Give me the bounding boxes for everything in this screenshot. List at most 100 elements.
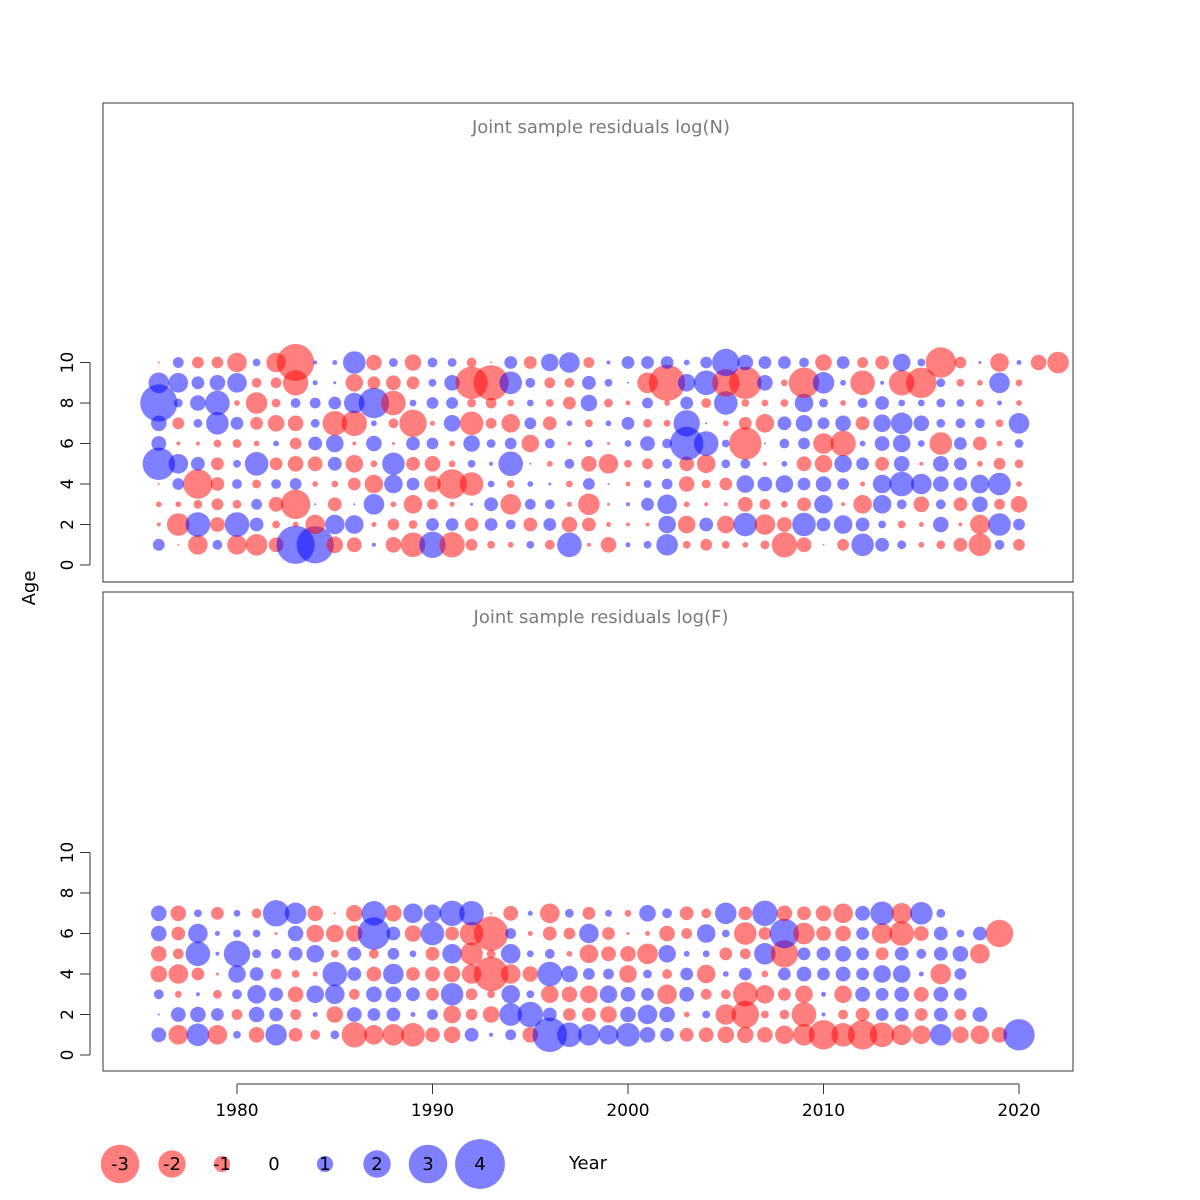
bubble-f-age1-2017 [952,1026,969,1044]
bubble-n-age4-1982 [271,479,281,489]
bubble-f-age5-2009 [797,947,811,961]
bubble-n-age2-1986 [345,515,364,534]
bubble-n-age3-1979 [211,498,224,511]
bubble-n-age2-2011 [833,515,853,534]
panel-log-f-y-axis: 0 2 4 6 8 10 [58,842,91,1060]
bubble-n-age6-2013 [874,436,890,451]
bubble-n-age4-1988 [384,474,403,494]
bubble-n-age4-1979 [210,477,225,491]
bubble-f-age5-1987 [369,948,379,959]
bubble-n-age10-1986 [343,351,366,374]
bubble-f-age6-2009 [793,922,815,945]
bubble-n-age6-2001 [640,436,655,451]
bubble-f-age1-1991 [443,1026,461,1044]
bubble-f-age1-2015 [912,1025,931,1045]
bubble-f-age2-2003 [683,1011,690,1018]
bubble-n-age1-2002 [656,534,678,556]
bubble-n-age3-1998 [578,493,600,516]
bubble-n-age9-1990 [428,378,437,387]
bubble-n-age6-1998 [585,439,593,448]
bubble-f-age4-2016 [930,963,952,985]
bubble-f-age5-1998 [579,944,599,964]
bubble-n-age9-2016 [936,378,946,388]
bubble-n-age7-1991 [443,415,461,432]
bubble-n-age7-1997 [566,420,573,427]
bubble-n-age2-1992 [464,517,479,532]
bubble-n-age7-1987 [371,420,377,427]
bubble-f-age3-1990 [426,987,439,1001]
bubble-n-age10-1978 [192,356,204,369]
bubble-n-age10-1984 [313,360,318,365]
bubble-f-age2-2017 [954,1008,967,1021]
bubble-n-age8-2018 [976,399,984,407]
bubble-n-age10-2022 [1047,351,1069,374]
bubble-f-age1-2012 [847,1020,878,1050]
bubble-n-age4-1989 [406,477,420,491]
panel-log-f-title: Joint sample residuals log(F) [473,607,729,628]
bubble-n-age8-1981 [245,392,268,414]
bubble-n-age5-1984 [307,456,323,472]
bubble-n-age2-1995 [523,517,538,532]
bubble-n-age4-2017 [953,477,968,491]
bubble-n-age1-2019 [994,539,1005,550]
bubble-f-age4-2008 [778,967,791,981]
bubble-n-age5-1978 [191,456,205,471]
bubble-f-age2-2012 [855,1007,870,1022]
bubble-n-age10-2018 [978,361,982,364]
bubble-n-age6-2014 [892,434,911,453]
bubble-n-age5-2014 [893,456,910,472]
bubble-n-age6-1979 [213,439,222,448]
bubble-n-age10-2001 [641,356,654,369]
bubble-f-age1-1982 [265,1024,287,1046]
bubble-f-age2-1987 [367,1008,381,1021]
bubble-f-age1-2009 [793,1024,815,1046]
bubble-n-age2-1985 [325,514,345,535]
bubble-f-age3-2014 [894,986,910,1002]
y-tick-label-n-6: 6 [58,438,78,449]
bubble-n-age7-1995 [524,417,537,430]
bubble-f-age7-1985 [333,912,336,915]
bubble-f-age4-2009 [796,966,812,982]
bubble-f-age4-2013 [873,965,891,983]
bubble-f-age5-2014 [894,946,909,961]
bubble-n-age2-2002 [658,515,676,534]
bubble-f-age1-2003 [679,1027,694,1042]
bubble-f-age7-2004 [701,908,712,919]
bubble-f-age2-1998 [582,1007,596,1022]
bubble-n-age1-1980 [227,535,247,555]
bubble-n-age6-1977 [176,441,181,446]
bubble-f-age5-1994 [500,944,521,964]
y-tick-label-f-8: 8 [58,888,78,899]
bubble-f-age7-1995 [527,910,533,916]
bubble-n-age9-2000 [627,381,629,384]
legend-bubble-2 [363,1150,391,1178]
bubble-n-age1-1977 [177,543,180,546]
bubble-n-age7-2012 [855,416,870,431]
bubble-f-age4-1985 [322,961,348,987]
bubble-f-age1-2001 [639,1027,656,1043]
bubble-f-age5-2001 [637,943,658,965]
bubble-n-age6-1987 [366,435,382,452]
bubble-f-age5-1986 [347,946,362,961]
bubble-n-age7-2020 [1008,413,1030,434]
bubble-n-age7-2017 [955,418,966,429]
legend-label--1: -1 [213,1154,231,1175]
bubble-n-age5-2000 [624,459,632,468]
bubble-n-age5-2005 [721,459,731,469]
bubble-n-age4-2018 [970,474,990,494]
x-tick-label-2020: 2020 [997,1101,1040,1121]
y-tick-label-n-4: 4 [58,479,78,490]
bubble-n-age6-1985 [326,434,344,453]
bubble-f-age4-2002 [662,969,672,979]
bubble-n-age8-1992 [467,398,476,408]
bubble-f-age3-1991 [440,983,464,1006]
bubble-n-age10-1994 [504,356,518,369]
legend-label--2: -2 [163,1154,181,1175]
bubble-f-age5-1992 [460,942,483,966]
bubble-n-age10-1985 [332,360,338,365]
bubble-f-age4-1998 [583,968,595,980]
bubble-f-age6-1996 [542,926,557,941]
bubble-f-age7-1976 [151,905,167,922]
bubble-f-age3-1976 [153,989,164,1000]
bubble-f-age5-1991 [442,944,462,964]
